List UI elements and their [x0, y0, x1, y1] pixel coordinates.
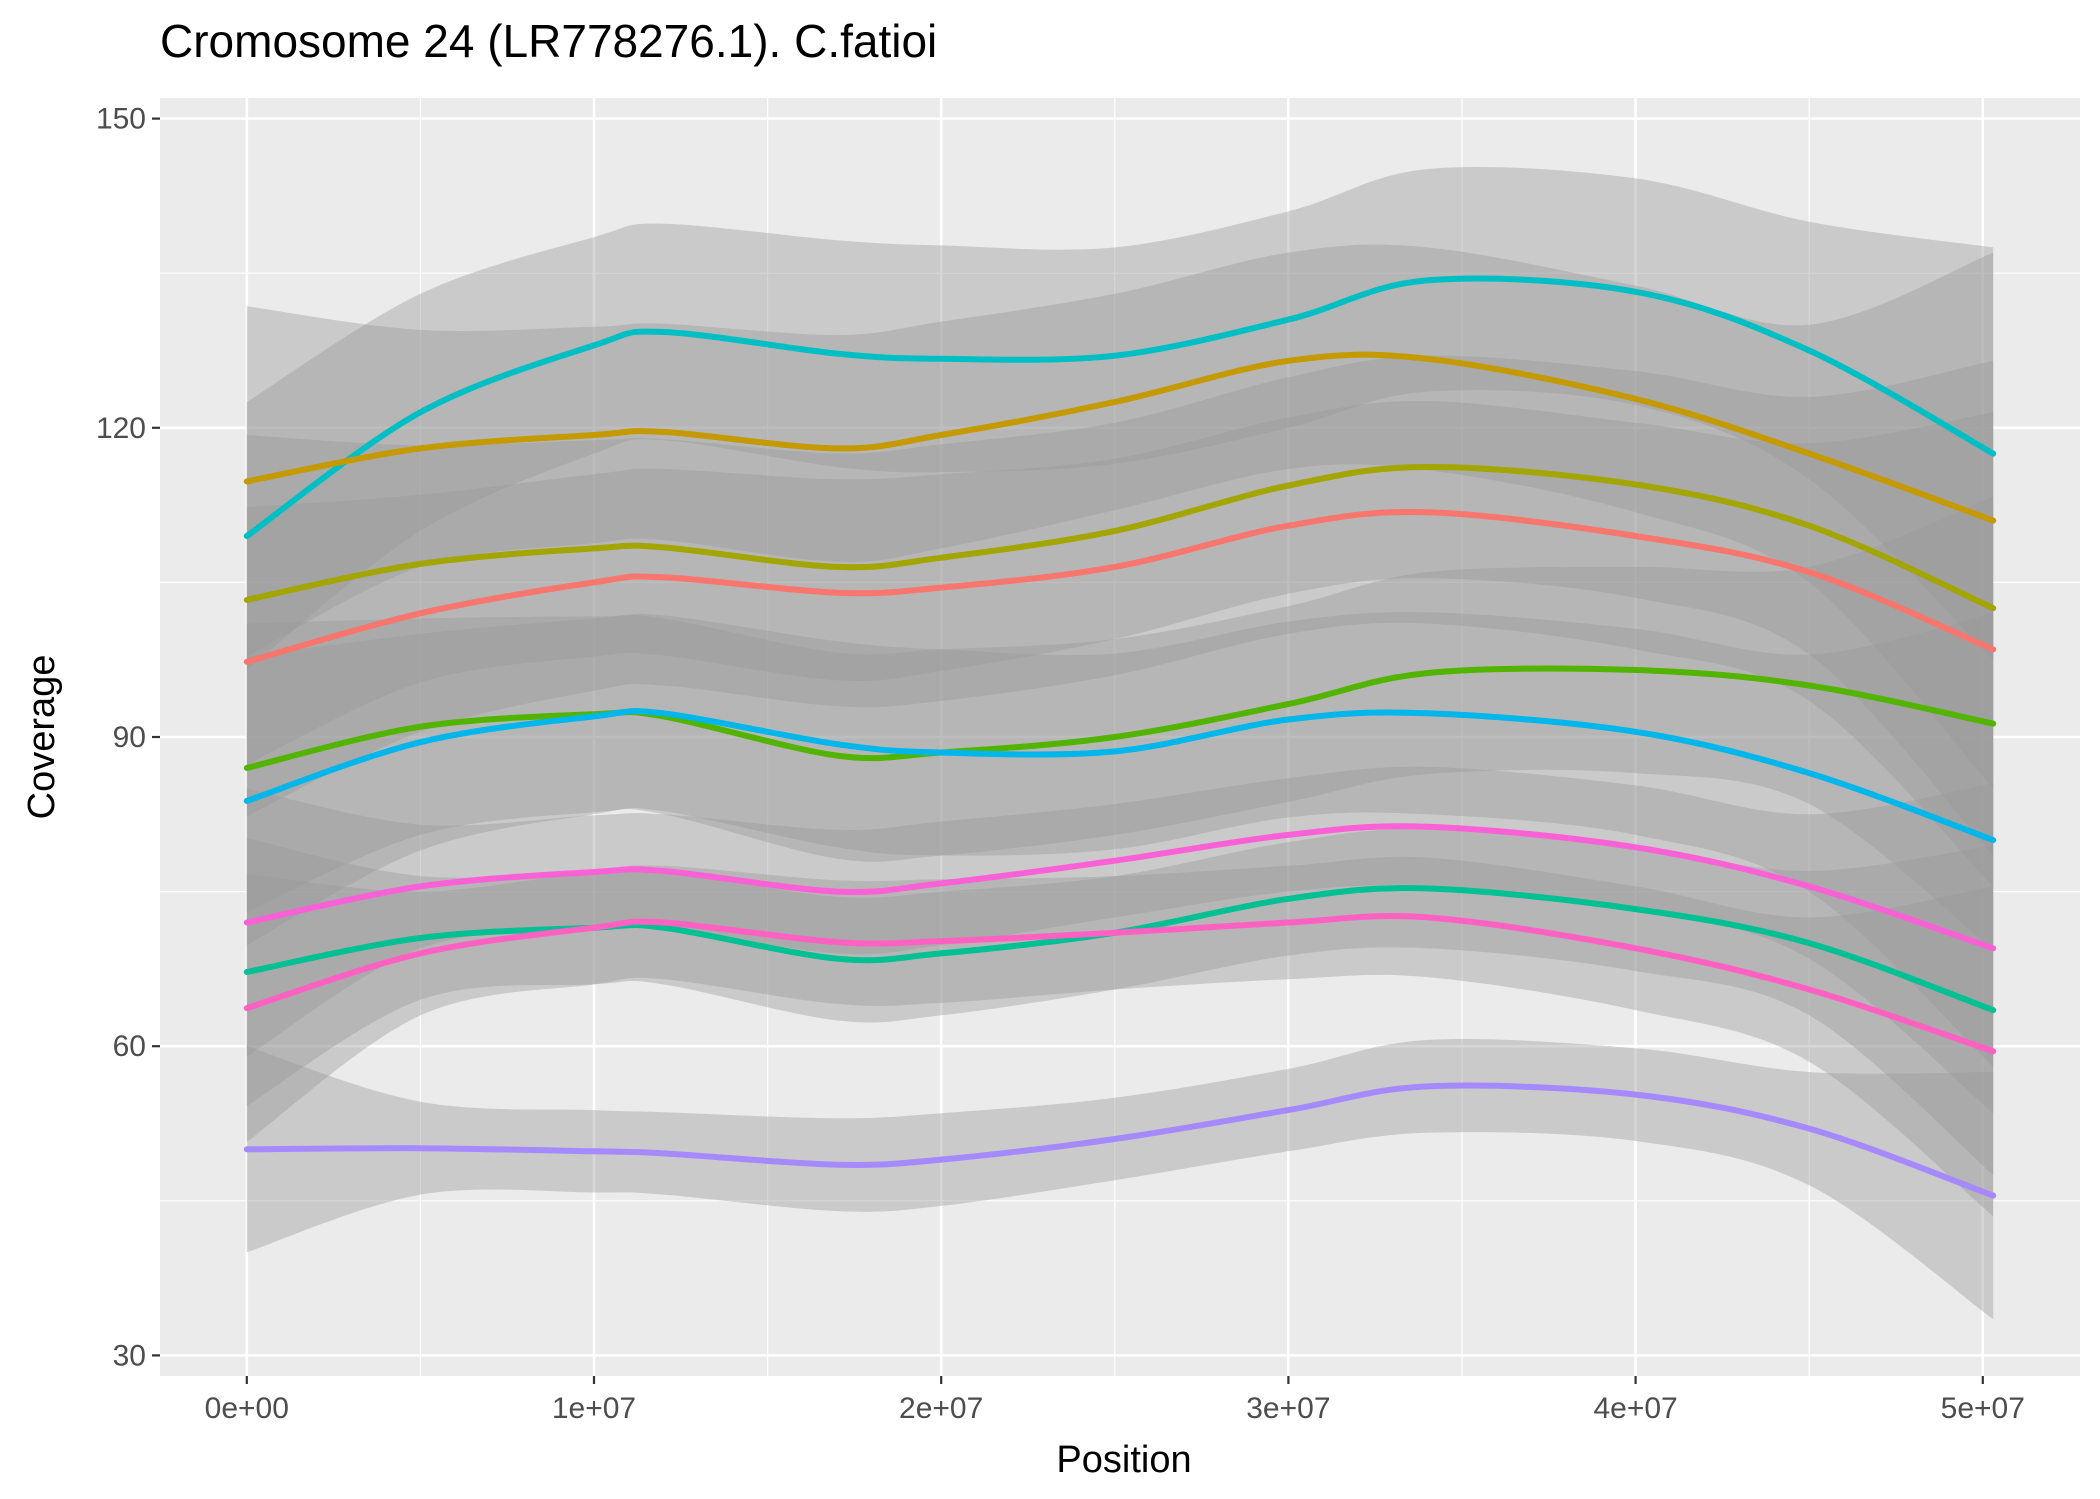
axis-ticks — [152, 117, 1984, 1384]
confidence-band — [246, 1039, 1994, 1320]
series-line — [243, 509, 1997, 665]
confidence-band — [246, 766, 1994, 1114]
series-line — [243, 823, 1997, 952]
x-tick-label: 5e+07 — [1941, 1392, 2025, 1425]
x-tick-label: 0e+00 — [205, 1392, 289, 1425]
confidence-band — [246, 828, 1994, 1175]
x-tick-label: 2e+07 — [899, 1392, 983, 1425]
grid-minor — [160, 98, 2080, 1376]
series-line — [243, 665, 1997, 771]
series-lines — [243, 275, 1997, 1199]
confidence-band — [246, 496, 1994, 951]
y-tick-label: 30 — [113, 1339, 146, 1372]
grid-major — [160, 98, 2080, 1376]
y-axis-title: Coverage — [21, 655, 63, 820]
confidence-band — [246, 612, 1994, 1067]
y-tick-label: 90 — [113, 721, 146, 754]
x-tick-label: 3e+07 — [1246, 1392, 1330, 1425]
tick-labels: 0e+00 1e+07 2e+07 3e+07 4e+07 5e+07 30 60 90 120 1… — [96, 103, 2025, 1425]
series-line — [243, 463, 1997, 612]
confidence-band — [246, 355, 1994, 856]
x-tick-label: 1e+07 — [552, 1392, 636, 1425]
y-tick-label: 150 — [96, 103, 146, 136]
x-axis-title: Position — [1056, 1439, 1191, 1481]
chart-title: Cromosome 24 (LR778276.1). C.fatioi — [160, 15, 938, 67]
confidence-band — [246, 166, 1994, 670]
series-line — [243, 275, 1997, 539]
series-line — [243, 708, 1997, 844]
confidence-band — [246, 856, 1994, 1217]
series-line — [243, 913, 1997, 1055]
series-line — [243, 1082, 1997, 1199]
y-tick-label: 60 — [113, 1030, 146, 1063]
x-tick-label: 4e+07 — [1593, 1392, 1677, 1425]
series-line — [243, 351, 1997, 524]
confidence-bands — [246, 166, 1994, 1320]
y-tick-label: 120 — [96, 412, 146, 445]
